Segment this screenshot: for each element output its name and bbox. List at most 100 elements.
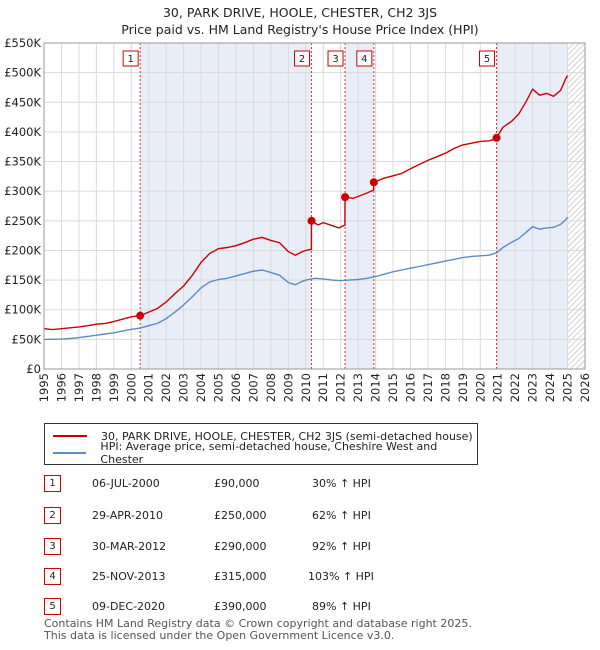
legend-label-price: 30, PARK DRIVE, HOOLE, CHESTER, CH2 3JS … <box>101 429 473 443</box>
sale-number-badge: 2 <box>44 507 61 524</box>
x-tick-label: 2022 <box>508 373 522 402</box>
y-tick-label: £350K <box>4 155 41 169</box>
x-tick-label: 2020 <box>473 373 487 402</box>
footer: Contains HM Land Registry data © Crown c… <box>44 618 472 642</box>
hpi-series-line <box>43 216 569 341</box>
legend-swatch-hpi <box>53 452 87 454</box>
y-tick-label: £400K <box>4 125 41 139</box>
y-tick-label: £50K <box>12 332 42 346</box>
y-tick-label: £500K <box>4 66 41 80</box>
x-tick-label: 2023 <box>526 373 540 402</box>
x-tick-label: 2004 <box>194 373 208 402</box>
sale-number-badge: 4 <box>44 568 61 585</box>
x-tick-label: 2014 <box>369 373 383 402</box>
x-tick-label: 2018 <box>438 373 452 402</box>
sale-row: 3 30-MAR-2012 £290,000 92% ↑ HPI <box>44 538 464 556</box>
sale-hpi-change: 62% ↑ HPI <box>312 509 371 522</box>
sale-date: 06-JUL-2000 <box>92 477 160 490</box>
x-tick-label: 2025 <box>561 373 575 402</box>
x-tick-label: 1997 <box>72 373 86 402</box>
y-tick-label: £200K <box>4 243 41 257</box>
sale-price: £390,000 <box>214 600 267 613</box>
sale-hpi-change: 89% ↑ HPI <box>312 600 371 613</box>
x-tick-label: 2010 <box>299 373 313 402</box>
sale-label-number: 3 <box>332 54 338 65</box>
sale-hpi-change: 103% ↑ HPI <box>308 570 374 583</box>
y-tick-label: £450K <box>4 95 41 109</box>
x-tick-label: 2007 <box>246 373 260 402</box>
legend-label-hpi: HPI: Average price, semi-detached house,… <box>100 440 438 466</box>
sale-date: 09-DEC-2020 <box>92 600 166 613</box>
sale-price: £90,000 <box>214 477 260 490</box>
sale-row: 4 25-NOV-2013 £315,000 103% ↑ HPI <box>44 568 464 586</box>
chart-title: 30, PARK DRIVE, HOOLE, CHESTER, CH2 3JS … <box>0 4 600 38</box>
x-tick-label: 2017 <box>421 373 435 402</box>
sale-label-number: 2 <box>299 54 305 65</box>
x-tick-label: 2026 <box>578 373 592 402</box>
footer-copyright: Contains HM Land Registry data © Crown c… <box>44 617 472 630</box>
sale-hpi-change: 92% ↑ HPI <box>312 540 371 553</box>
legend-swatch-price <box>53 435 87 437</box>
x-tick-label: 2005 <box>212 373 226 402</box>
x-tick-label: 2002 <box>159 373 173 402</box>
sale-price: £290,000 <box>214 540 267 553</box>
sale-row: 5 09-DEC-2020 £390,000 89% ↑ HPI <box>44 598 464 616</box>
sale-row: 1 06-JUL-2000 £90,000 30% ↑ HPI <box>44 475 464 493</box>
chart-subtitle: Price paid vs. HM Land Registry's House … <box>121 22 479 37</box>
sale-point <box>307 216 316 225</box>
plot-background <box>44 43 585 369</box>
x-tick-label: 2006 <box>229 373 243 402</box>
x-tick-label: 1995 <box>37 373 51 402</box>
sale-point <box>369 178 378 187</box>
sale-number-badge: 5 <box>44 598 61 615</box>
shaded-period <box>140 43 312 369</box>
x-tick-label: 2012 <box>334 373 348 402</box>
sale-date: 25-NOV-2013 <box>92 570 166 583</box>
sale-date: 30-MAR-2012 <box>92 540 167 553</box>
footer-licence: This data is licensed under the Open Gov… <box>44 629 395 642</box>
plot-frame <box>43 42 586 370</box>
y-tick-label: £150K <box>4 273 41 287</box>
sale-number-badge: 3 <box>44 538 61 555</box>
x-tick-label: 2000 <box>124 373 138 402</box>
sale-date: 29-APR-2010 <box>92 509 164 522</box>
x-tick-label: 1999 <box>107 373 121 402</box>
x-tick-label: 2019 <box>456 373 470 402</box>
x-tick-label: 2024 <box>543 373 557 402</box>
x-tick-label: 2015 <box>386 373 400 402</box>
sale-label-box <box>327 50 344 67</box>
sale-hpi-change: 30% ↑ HPI <box>312 477 371 490</box>
sale-point <box>341 193 350 202</box>
x-tick-label: 2003 <box>177 373 191 402</box>
legend-item-price: 30, PARK DRIVE, HOOLE, CHESTER, CH2 3JS … <box>53 428 473 444</box>
sale-row: 2 29-APR-2010 £250,000 62% ↑ HPI <box>44 507 464 525</box>
x-tick-label: 2013 <box>351 373 365 402</box>
sale-label-box <box>356 50 373 67</box>
y-tick-label: £250K <box>4 214 41 228</box>
x-tick-label: 2008 <box>264 373 278 402</box>
legend: 30, PARK DRIVE, HOOLE, CHESTER, CH2 3JS … <box>44 423 478 466</box>
sale-label-number: 1 <box>127 54 133 65</box>
sale-number-badge: 1 <box>44 475 61 492</box>
shaded-period <box>345 43 374 369</box>
sale-label-box <box>294 50 311 67</box>
sale-point <box>492 133 501 142</box>
sale-point <box>136 311 145 320</box>
chart-title-main: 30, PARK DRIVE, HOOLE, CHESTER, CH2 3JS <box>162 5 438 20</box>
sale-label-number: 4 <box>361 54 367 65</box>
x-tick-label: 2001 <box>142 373 156 402</box>
sale-price: £315,000 <box>214 570 267 583</box>
x-tick-label: 2021 <box>491 373 505 402</box>
sale-label-number: 5 <box>484 54 490 65</box>
y-tick-label: £550K <box>4 36 41 50</box>
y-tick-label: £100K <box>4 303 41 317</box>
forecast-hatch <box>567 43 585 369</box>
sale-label-box <box>122 50 139 67</box>
x-tick-label: 1996 <box>54 373 68 402</box>
x-tick-label: 2016 <box>403 373 417 402</box>
price-chart: 1 2 3 4 5 £0 £50K £100K £150K £200K £250K £300K £35… <box>4 36 592 402</box>
legend-item-hpi: HPI: Average price, semi-detached house,… <box>53 440 477 466</box>
y-tick-label: £0 <box>26 362 41 376</box>
x-tick-label: 2009 <box>281 373 295 402</box>
y-tick-label: £300K <box>4 184 41 198</box>
